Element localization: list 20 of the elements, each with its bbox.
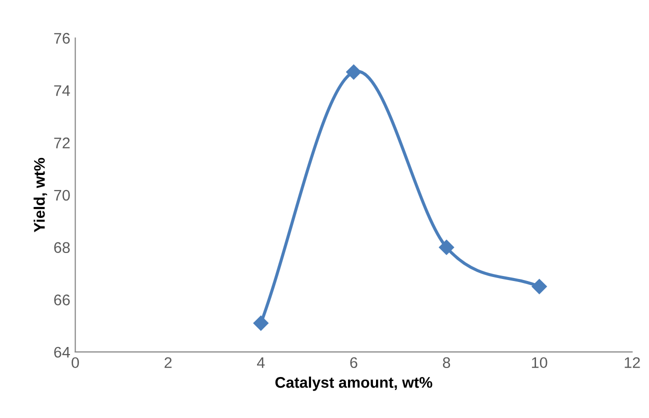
point	[438, 240, 454, 255]
x-tick-label: 8	[442, 357, 450, 368]
point	[346, 64, 362, 80]
point	[532, 278, 547, 294]
y-tick-label: 64	[54, 346, 70, 358]
y-axis-title: Yield, wt%	[34, 158, 48, 232]
x-tick-label: 4	[257, 357, 265, 368]
x-tick-label: 12	[624, 357, 640, 368]
x-tick-label: 6	[350, 357, 358, 368]
x-axis-title: Catalyst amount, wt%	[275, 376, 432, 391]
y-tick-label: 66	[54, 294, 70, 306]
point	[253, 316, 268, 331]
x-tick-label: 0	[72, 357, 79, 368]
x-tick-label: 2	[164, 357, 172, 368]
y-tick-label: 72	[54, 138, 70, 148]
x-tick-label: 10	[532, 357, 548, 368]
y-tick-label: 76	[54, 32, 70, 44]
y-tick-label: 70	[54, 190, 70, 201]
y-tick-label: 68	[54, 242, 70, 254]
y-tick-label: 74	[54, 85, 70, 96]
